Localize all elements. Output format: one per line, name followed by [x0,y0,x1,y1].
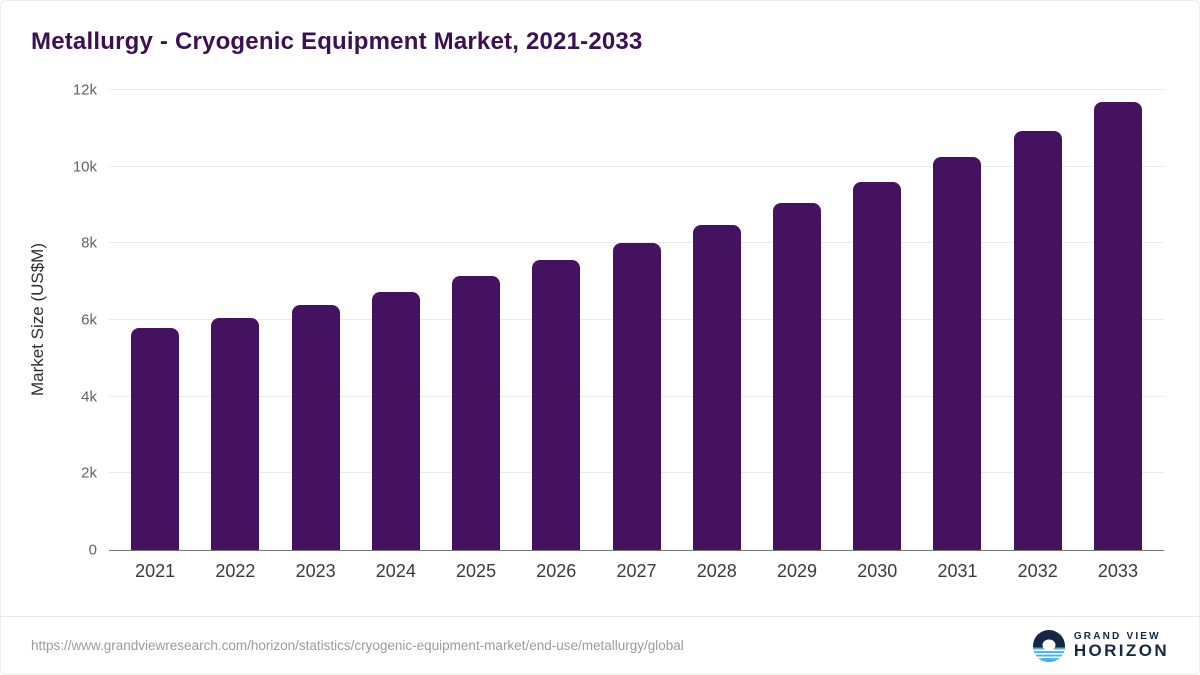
y-tick-label: 0 [88,541,97,559]
bars-container [109,90,1164,550]
bar-slot [115,90,195,550]
x-tick-label: 2029 [776,561,818,581]
bar-slot [1078,90,1158,550]
y-tick-label: 2k [81,464,97,482]
bar-chart: Market Size (US$M) 0 2k 4k 6k 8k 10k 12k 2021 2… [15,83,1164,582]
bar-slot [436,90,516,550]
x-tick-label: 2023 [295,561,336,581]
x-tick-label: 2027 [616,561,657,581]
x-tick-label: 2033 [1097,561,1138,581]
bar-2021 [131,328,180,550]
x-tick-label: 2031 [937,561,978,581]
horizon-logo-icon [1032,629,1065,662]
bar-2033 [1093,101,1142,550]
y-tick-label: 4k [81,388,97,406]
x-axis-tick-labels: 2021 2022 2023 2024 2025 2026 2027 2028 2029 2030… [109,561,1164,582]
grand-view-horizon-logo: GRAND VIEW HORIZON [1032,629,1169,662]
bar-slot [356,90,436,550]
bar-2032 [1013,131,1062,550]
bar-2026 [532,260,581,550]
source-url: https://www.grandviewresearch.com/horizo… [31,638,684,653]
logo-text: GRAND VIEW HORIZON [1074,631,1169,661]
y-axis-title: Market Size (US$M) [28,243,47,397]
x-tick-label: 2022 [215,561,256,581]
bar-slot [757,90,837,550]
x-tick-label: 2025 [456,561,497,581]
bar-slot [837,90,917,550]
x-tick-label: 2026 [536,561,577,581]
bar-2030 [853,181,902,550]
x-tick-label: 2032 [1017,561,1058,581]
bar-slot [195,90,275,550]
bar-slot [596,90,676,550]
footer: https://www.grandviewresearch.com/horizo… [1,616,1199,674]
bar-slot [677,90,757,550]
bar-2028 [692,224,741,550]
y-tick-label: 8k [81,234,97,252]
bar-slot [516,90,596,550]
plot-column: 2021 2022 2023 2024 2025 2026 2027 2028 2029 2030… [109,89,1164,582]
y-tick-label: 12k [72,81,97,99]
bar-slot [275,90,355,550]
y-axis-tick-labels: 0 2k 4k 6k 8k 10k 12k [61,83,109,558]
page-title: Metallurgy - Cryogenic Equipment Market,… [31,28,643,55]
logo-line1: GRAND VIEW [1073,630,1161,642]
x-tick-label: 2030 [857,561,898,581]
x-tick-label: 2024 [375,561,416,581]
bar-2025 [452,276,501,550]
bar-2023 [291,304,340,550]
y-tick-label: 10k [72,158,97,176]
x-tick-label: 2021 [135,561,176,581]
y-tick-label: 6k [81,311,97,329]
gridline [109,242,1164,244]
bar-2022 [211,317,260,550]
gridline [109,165,1164,167]
bar-2024 [371,291,420,550]
bar-slot [917,90,997,550]
bar-2029 [772,203,821,550]
plot-area [109,89,1164,551]
y-axis-title-column: Market Size (US$M) [15,90,61,550]
bar-slot [998,90,1078,550]
bar-2031 [933,157,982,550]
x-tick-label: 2028 [696,561,737,581]
gridline [109,89,1164,90]
bar-2027 [612,242,661,550]
logo-line2: HORIZON [1073,640,1169,660]
